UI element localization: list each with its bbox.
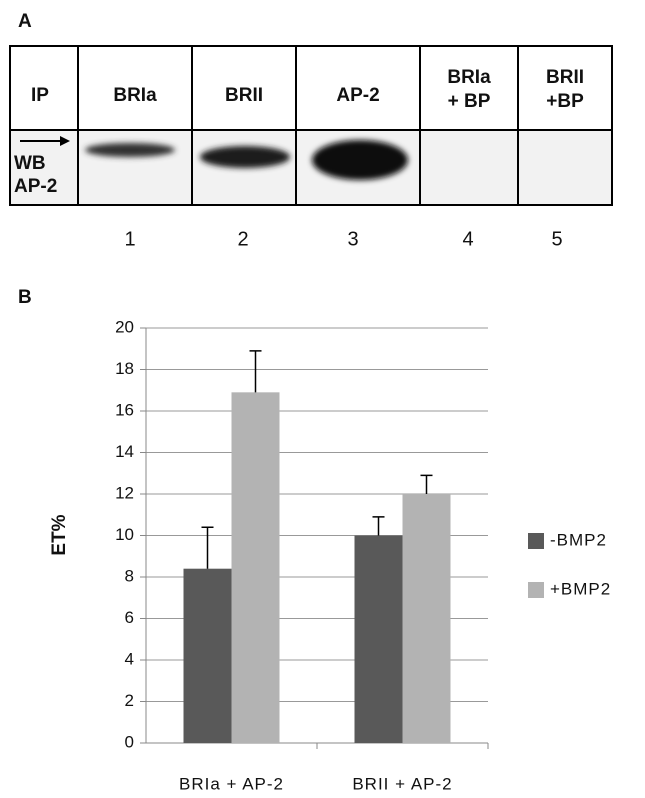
y-tick-label: 2 [125,691,134,710]
panel-label: A [18,11,32,32]
error-bar [421,475,433,494]
column-header: + BP [448,91,491,112]
panel-label: B [18,287,32,308]
y-axis-label: ET% [49,514,70,555]
column-header: BRII [546,67,584,88]
y-tick-label: 0 [125,732,134,751]
error-bar [202,527,214,569]
lane-number: 3 [347,228,358,250]
lane-number: 5 [551,228,562,250]
row-label: AP-2 [14,176,57,197]
column-header: BRII [225,85,263,106]
page: A B ET% IPBRIaBRIIAP-2BRIa+ BPBRII+BPWBA… [0,0,645,798]
bar [184,569,232,743]
legend-label: +BMP2 [550,579,611,598]
column-header: BRIa [113,85,157,106]
lane-number: 2 [237,228,248,250]
column-header: IP [31,85,49,106]
y-tick-label: 4 [125,649,134,668]
error-bar [373,517,385,536]
y-tick-label: 16 [115,400,134,419]
y-tick-label: 14 [115,442,134,461]
figure: A B ET% IPBRIaBRIIAP-2BRIa+ BPBRII+BPWBA… [0,0,645,798]
bar [403,494,451,743]
bar [355,536,403,744]
x-tick-label: BRIa + AP-2 [179,774,284,793]
lane-number: 4 [462,228,473,250]
legend-swatch [528,582,544,598]
y-tick-label: 10 [115,525,134,544]
y-tick-label: 6 [125,608,134,627]
x-tick-label: BRII + AP-2 [352,774,452,793]
y-tick-label: 20 [115,317,134,336]
column-header: BRIa [447,67,491,88]
legend-swatch [528,533,544,549]
bar [232,392,280,743]
blot-background [10,130,612,205]
y-tick-label: 8 [125,566,134,585]
y-tick-label: 18 [115,359,134,378]
legend-label: -BMP2 [550,530,607,549]
row-label: WB [14,153,46,174]
error-bar [250,351,262,393]
y-tick-label: 12 [115,483,134,502]
column-header: +BP [546,91,584,112]
column-header: AP-2 [336,85,379,106]
lane-number: 1 [124,228,135,250]
